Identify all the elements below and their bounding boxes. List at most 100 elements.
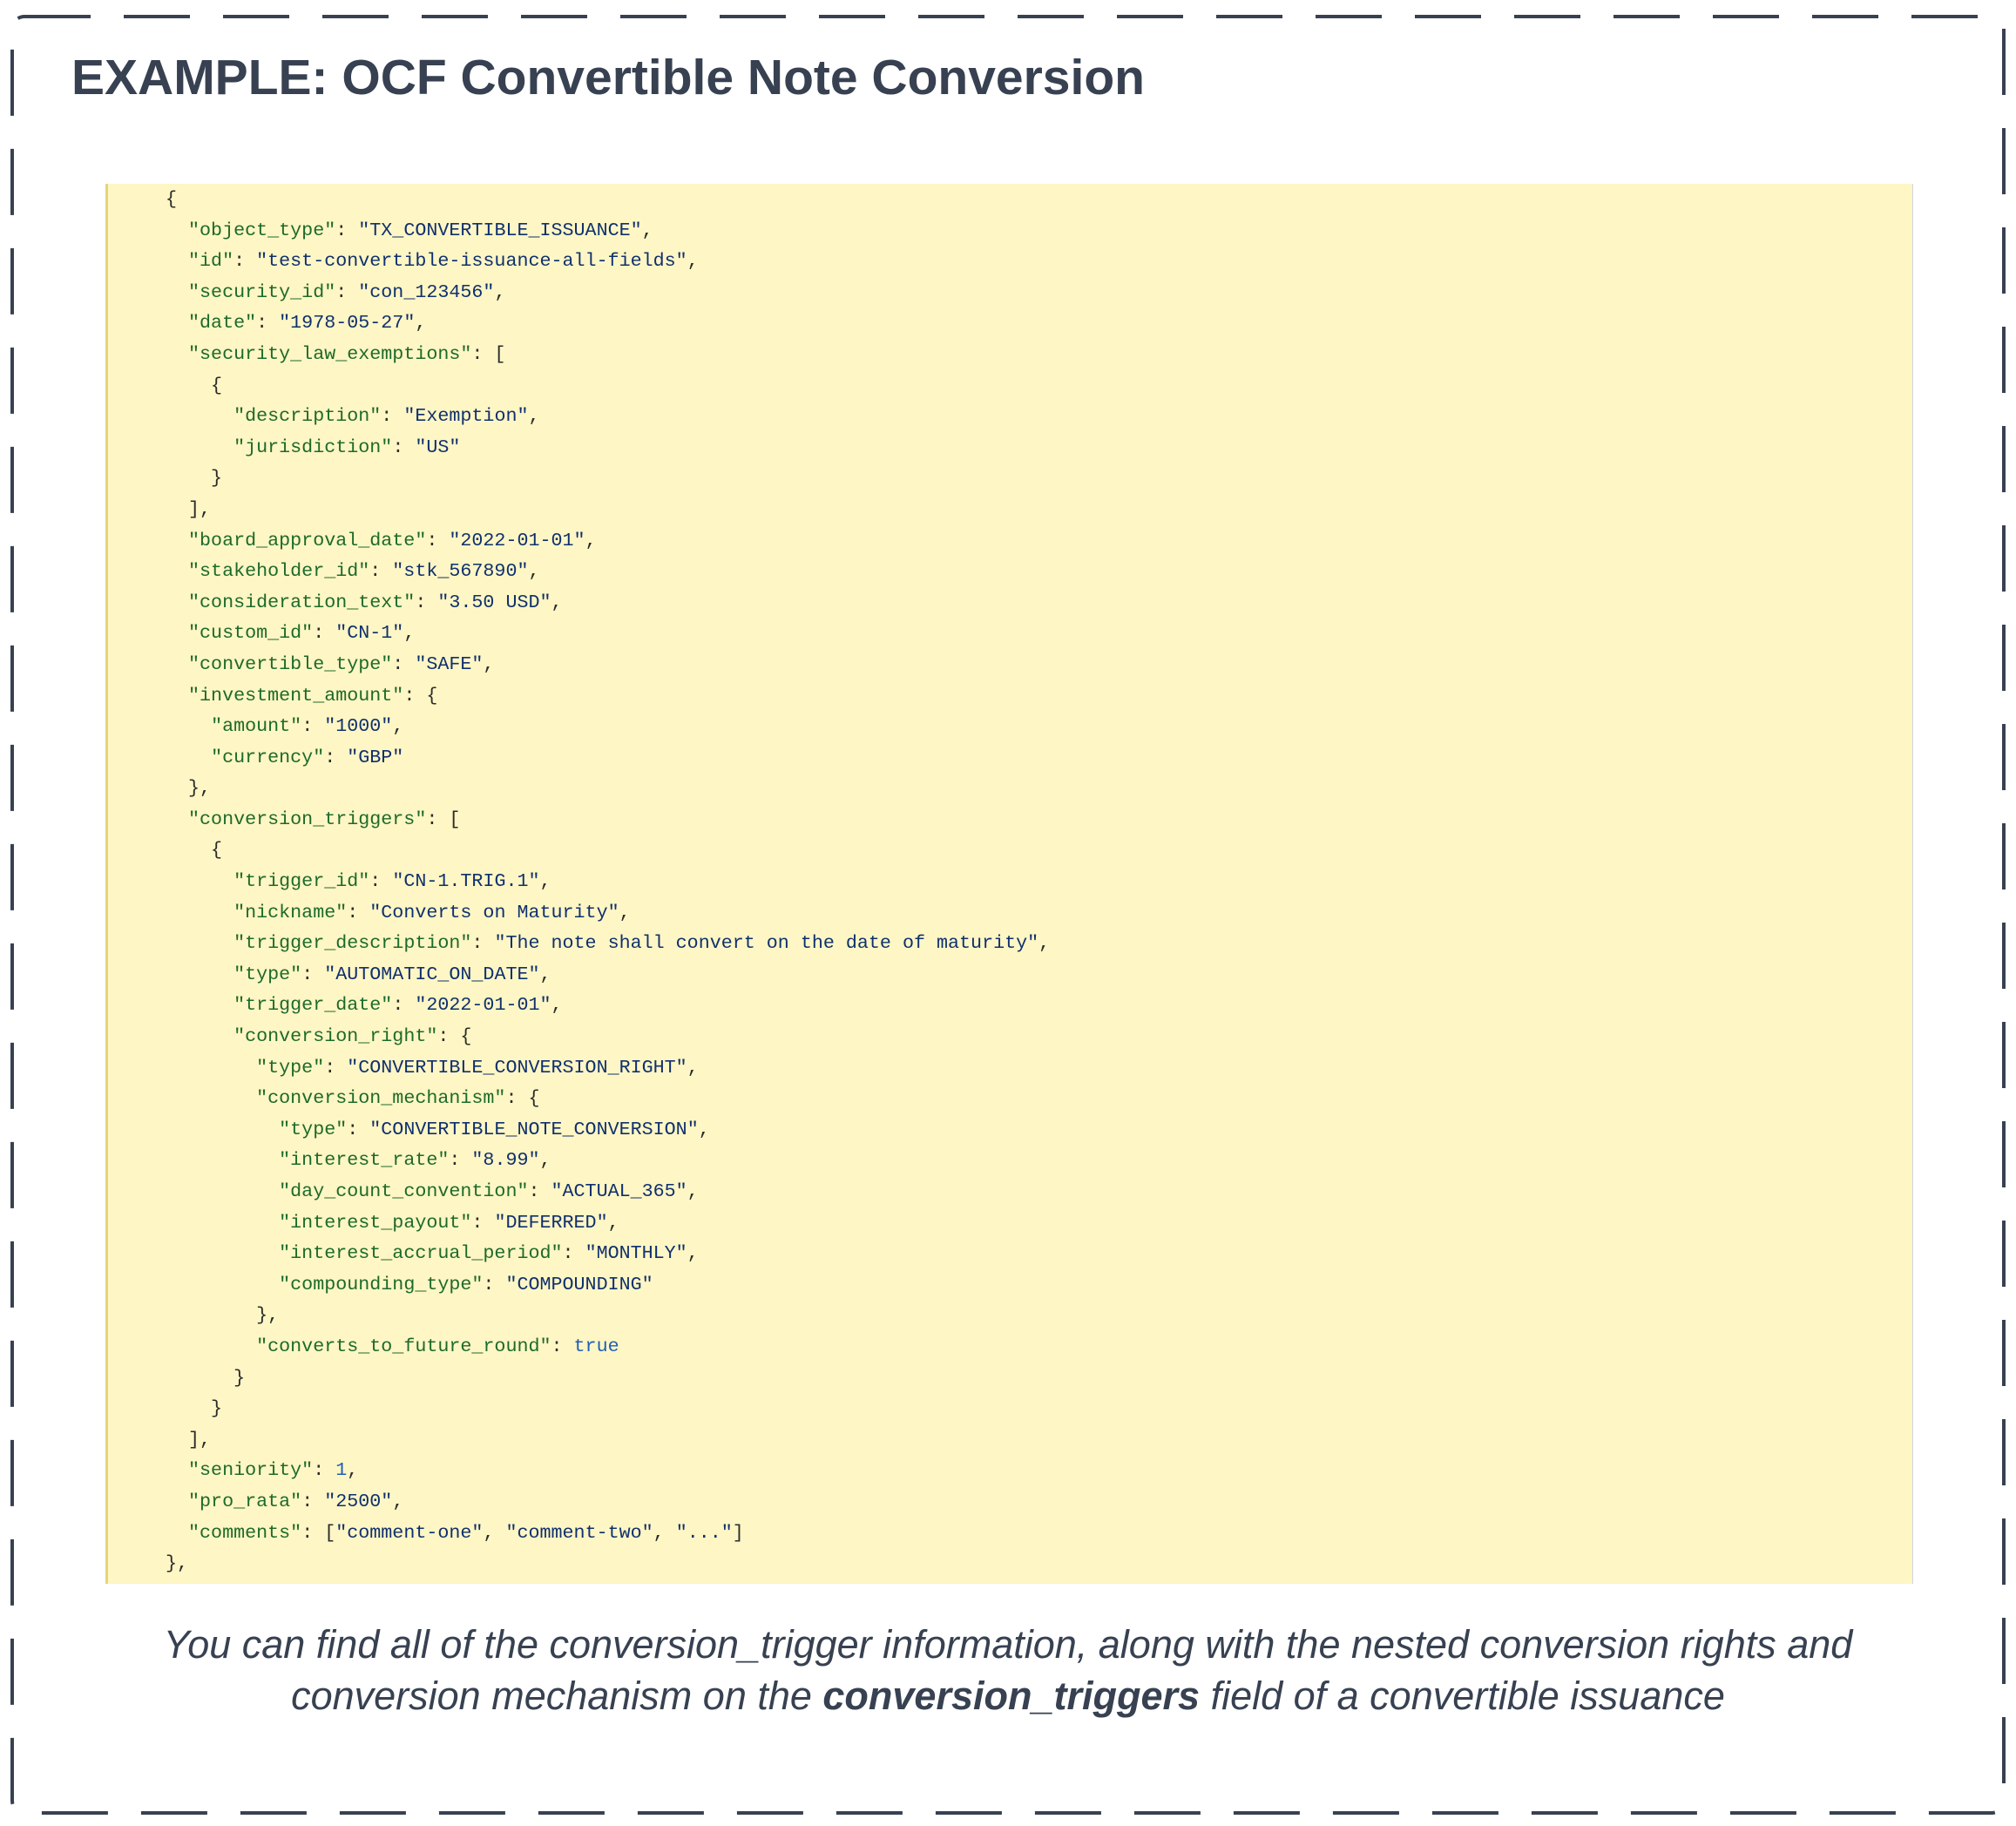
code-line: "trigger_description": "The note shall c…	[166, 928, 1050, 959]
code-line: "date": "1978-05-27",	[166, 308, 1050, 339]
json-punctuation	[166, 530, 188, 551]
json-punctuation: ,	[641, 219, 653, 241]
json-key: "compounding_type"	[279, 1273, 484, 1295]
json-punctuation: {	[166, 188, 178, 210]
json-punctuation	[166, 932, 233, 954]
json-string: "CONVERTIBLE_CONVERSION_RIGHT"	[347, 1056, 687, 1079]
code-line: "custom_id": "CN-1",	[166, 618, 1050, 649]
json-key: "custom_id"	[188, 622, 314, 645]
code-line: "comments": ["comment-one", "comment-two…	[166, 1518, 1050, 1549]
json-string: "8.99"	[471, 1149, 540, 1172]
json-string: "Converts on Maturity"	[369, 901, 619, 923]
json-key: "date"	[188, 312, 257, 335]
json-punctuation: ,	[551, 994, 563, 1017]
json-punctuation	[166, 1025, 233, 1047]
json-key: "board_approval_date"	[188, 529, 427, 551]
json-punctuation: ,	[483, 1521, 506, 1544]
json-punctuation: ,	[415, 312, 427, 335]
code-line: "type": "AUTOMATIC_ON_DATE",	[166, 959, 1050, 991]
json-string: "1978-05-27"	[279, 312, 416, 335]
json-string: "stk_567890"	[392, 560, 529, 583]
json-punctuation: :	[369, 870, 393, 893]
json-string: "CN-1"	[335, 622, 404, 645]
caption: You can find all of the conversion_trigg…	[131, 1619, 1885, 1721]
json-key: "converts_to_future_round"	[256, 1335, 551, 1357]
json-punctuation: : [	[426, 808, 461, 830]
json-punctuation	[166, 715, 211, 737]
json-punctuation	[166, 1336, 256, 1357]
json-punctuation: ,	[687, 1242, 699, 1265]
json-string: "The note shall convert on the date of m…	[494, 932, 1039, 955]
json-key: "pro_rata"	[188, 1490, 302, 1512]
json-code-block: { "object_type": "TX_CONVERTIBLE_ISSUANC…	[105, 184, 1913, 1584]
json-punctuation	[166, 592, 188, 613]
json-string: "..."	[675, 1521, 733, 1544]
json-punctuation	[166, 1459, 188, 1481]
json-punctuation	[166, 1149, 279, 1171]
json-punctuation	[166, 1087, 256, 1109]
json-string: "MONTHLY"	[585, 1242, 687, 1265]
json-punctuation: :	[347, 1118, 370, 1140]
code-line: },	[166, 773, 1050, 804]
json-string: "US"	[415, 436, 461, 458]
caption-field-name: conversion_triggers	[822, 1674, 1201, 1718]
json-string: "Exemption"	[403, 405, 529, 428]
json-key: "interest_payout"	[279, 1211, 472, 1234]
json-punctuation: },	[166, 777, 212, 800]
json-punctuation	[166, 1274, 279, 1295]
code-line: "security_law_exemptions": [	[166, 339, 1050, 370]
json-punctuation: : [	[471, 342, 506, 365]
json-string: "TX_CONVERTIBLE_ISSUANCE"	[358, 219, 642, 241]
json-string: "comment-one"	[335, 1521, 484, 1544]
json-punctuation: :	[301, 715, 325, 738]
json-punctuation: ],	[166, 497, 212, 520]
json-punctuation: :	[562, 1242, 585, 1265]
json-punctuation: ,	[528, 560, 540, 583]
json-punctuation: {	[166, 839, 223, 862]
json-string: "con_123456"	[358, 281, 495, 303]
json-punctuation	[166, 1119, 279, 1140]
json-punctuation	[166, 1212, 279, 1234]
json-punctuation	[166, 1180, 279, 1202]
json-string: "DEFERRED"	[494, 1211, 608, 1234]
json-punctuation: ,	[483, 653, 495, 675]
code-line: "converts_to_future_round": true	[166, 1331, 1050, 1363]
code-line: "amount": "1000",	[166, 711, 1050, 742]
json-punctuation	[166, 622, 188, 644]
code-line: "trigger_id": "CN-1.TRIG.1",	[166, 866, 1050, 897]
json-punctuation: ,	[494, 281, 506, 303]
json-key: "jurisdiction"	[233, 436, 393, 458]
json-punctuation: : {	[403, 684, 438, 707]
code-line: {	[166, 184, 1050, 215]
json-punctuation	[166, 281, 188, 303]
code-line: "consideration_text": "3.50 USD",	[166, 587, 1050, 619]
json-punctuation	[166, 220, 188, 241]
json-string: "1000"	[324, 715, 393, 738]
code-line: "interest_accrual_period": "MONTHLY",	[166, 1238, 1050, 1269]
json-string: "COMPOUNDING"	[505, 1273, 653, 1295]
code-line: }	[166, 463, 1050, 494]
json-string: "CONVERTIBLE_NOTE_CONVERSION"	[369, 1118, 699, 1140]
json-punctuation: :	[392, 436, 416, 458]
json-punctuation: :	[426, 529, 450, 551]
json-punctuation: : {	[505, 1087, 540, 1110]
code-line: }	[166, 1393, 1050, 1424]
code-line: "trigger_date": "2022-01-01",	[166, 990, 1050, 1021]
json-punctuation	[166, 808, 188, 830]
json-punctuation	[166, 436, 233, 458]
json-punctuation: }	[166, 1397, 223, 1420]
code-content: { "object_type": "TX_CONVERTIBLE_ISSUANC…	[166, 184, 1050, 1579]
json-key: "currency"	[211, 746, 325, 768]
caption-text-after: field of a convertible issuance	[1200, 1674, 1725, 1718]
json-punctuation	[166, 1522, 188, 1544]
json-key: "object_type"	[188, 219, 336, 241]
json-string: "test-convertible-issuance-all-fields"	[256, 250, 687, 273]
json-punctuation	[166, 1057, 256, 1079]
json-key: "interest_rate"	[279, 1149, 450, 1172]
json-string: "2022-01-01"	[449, 529, 585, 551]
code-line: "conversion_mechanism": {	[166, 1083, 1050, 1114]
code-line: }	[166, 1363, 1050, 1394]
json-key: "comments"	[188, 1521, 302, 1544]
json-punctuation: :	[471, 1211, 495, 1234]
json-key: "consideration_text"	[188, 591, 416, 613]
